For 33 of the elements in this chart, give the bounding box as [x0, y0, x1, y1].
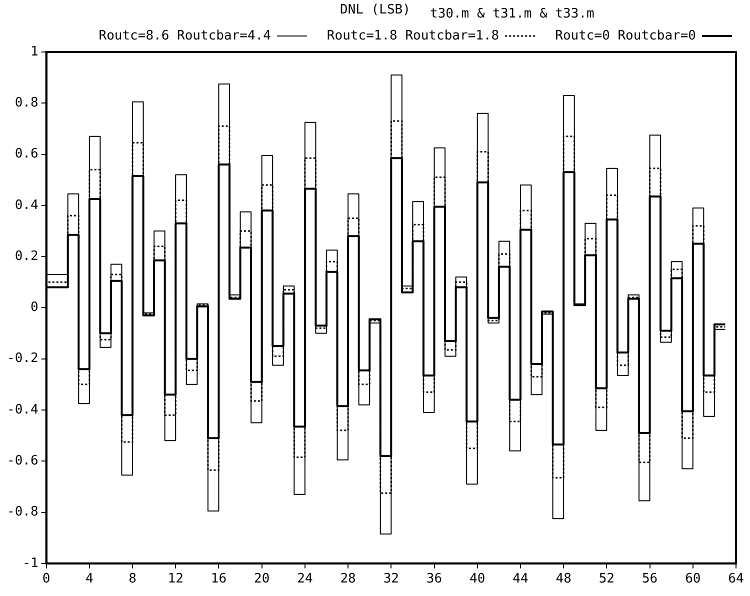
y-tick-label: -0.6 [6, 453, 38, 468]
y-tick-label: 1 [30, 44, 38, 60]
y-axis-title: DNL (LSB) [340, 2, 410, 18]
x-tick-label: 32 [383, 572, 399, 587]
y-tick-label: 0.6 [14, 146, 38, 162]
x-tick-label: 56 [642, 572, 658, 587]
x-tick-label: 24 [297, 572, 313, 587]
y-tick-label: -0.8 [6, 504, 38, 520]
x-tick-label: 44 [512, 572, 528, 587]
x-tick-label: 16 [210, 572, 227, 587]
y-tick-label: -1 [22, 556, 38, 571]
y-tick-label: 0.2 [14, 248, 38, 264]
y-tick-label: 0.4 [14, 198, 38, 213]
y-tick-label: -0.2 [6, 351, 38, 366]
x-tick-label: 36 [426, 572, 442, 587]
chart-title: t30.m & t31.m & t33.m [430, 6, 595, 22]
legend-label: Routc=8.6 Routcbar=4.4 [98, 28, 272, 44]
legend-label: Routc=1.8 Routcbar=1.8 [326, 28, 500, 44]
x-tick-label: 64 [728, 572, 744, 587]
x-tick-label: 28 [340, 572, 356, 587]
x-tick-label: 0 [42, 572, 50, 587]
x-tick-label: 20 [254, 572, 270, 587]
x-tick-label: 40 [470, 572, 486, 587]
x-tick-label: 4 [86, 572, 94, 587]
x-tick-label: 48 [556, 572, 572, 587]
x-tick-label: 12 [168, 572, 184, 587]
legend-label: Routc=0 Routcbar=0 [555, 28, 696, 44]
x-tick-label: 60 [685, 572, 701, 587]
y-tick-label: 0 [30, 300, 38, 316]
y-tick-label: 0.8 [14, 96, 38, 111]
y-tick-label: -0.4 [6, 402, 38, 418]
x-tick-label: 8 [128, 572, 136, 587]
x-tick-label: 52 [598, 572, 615, 587]
